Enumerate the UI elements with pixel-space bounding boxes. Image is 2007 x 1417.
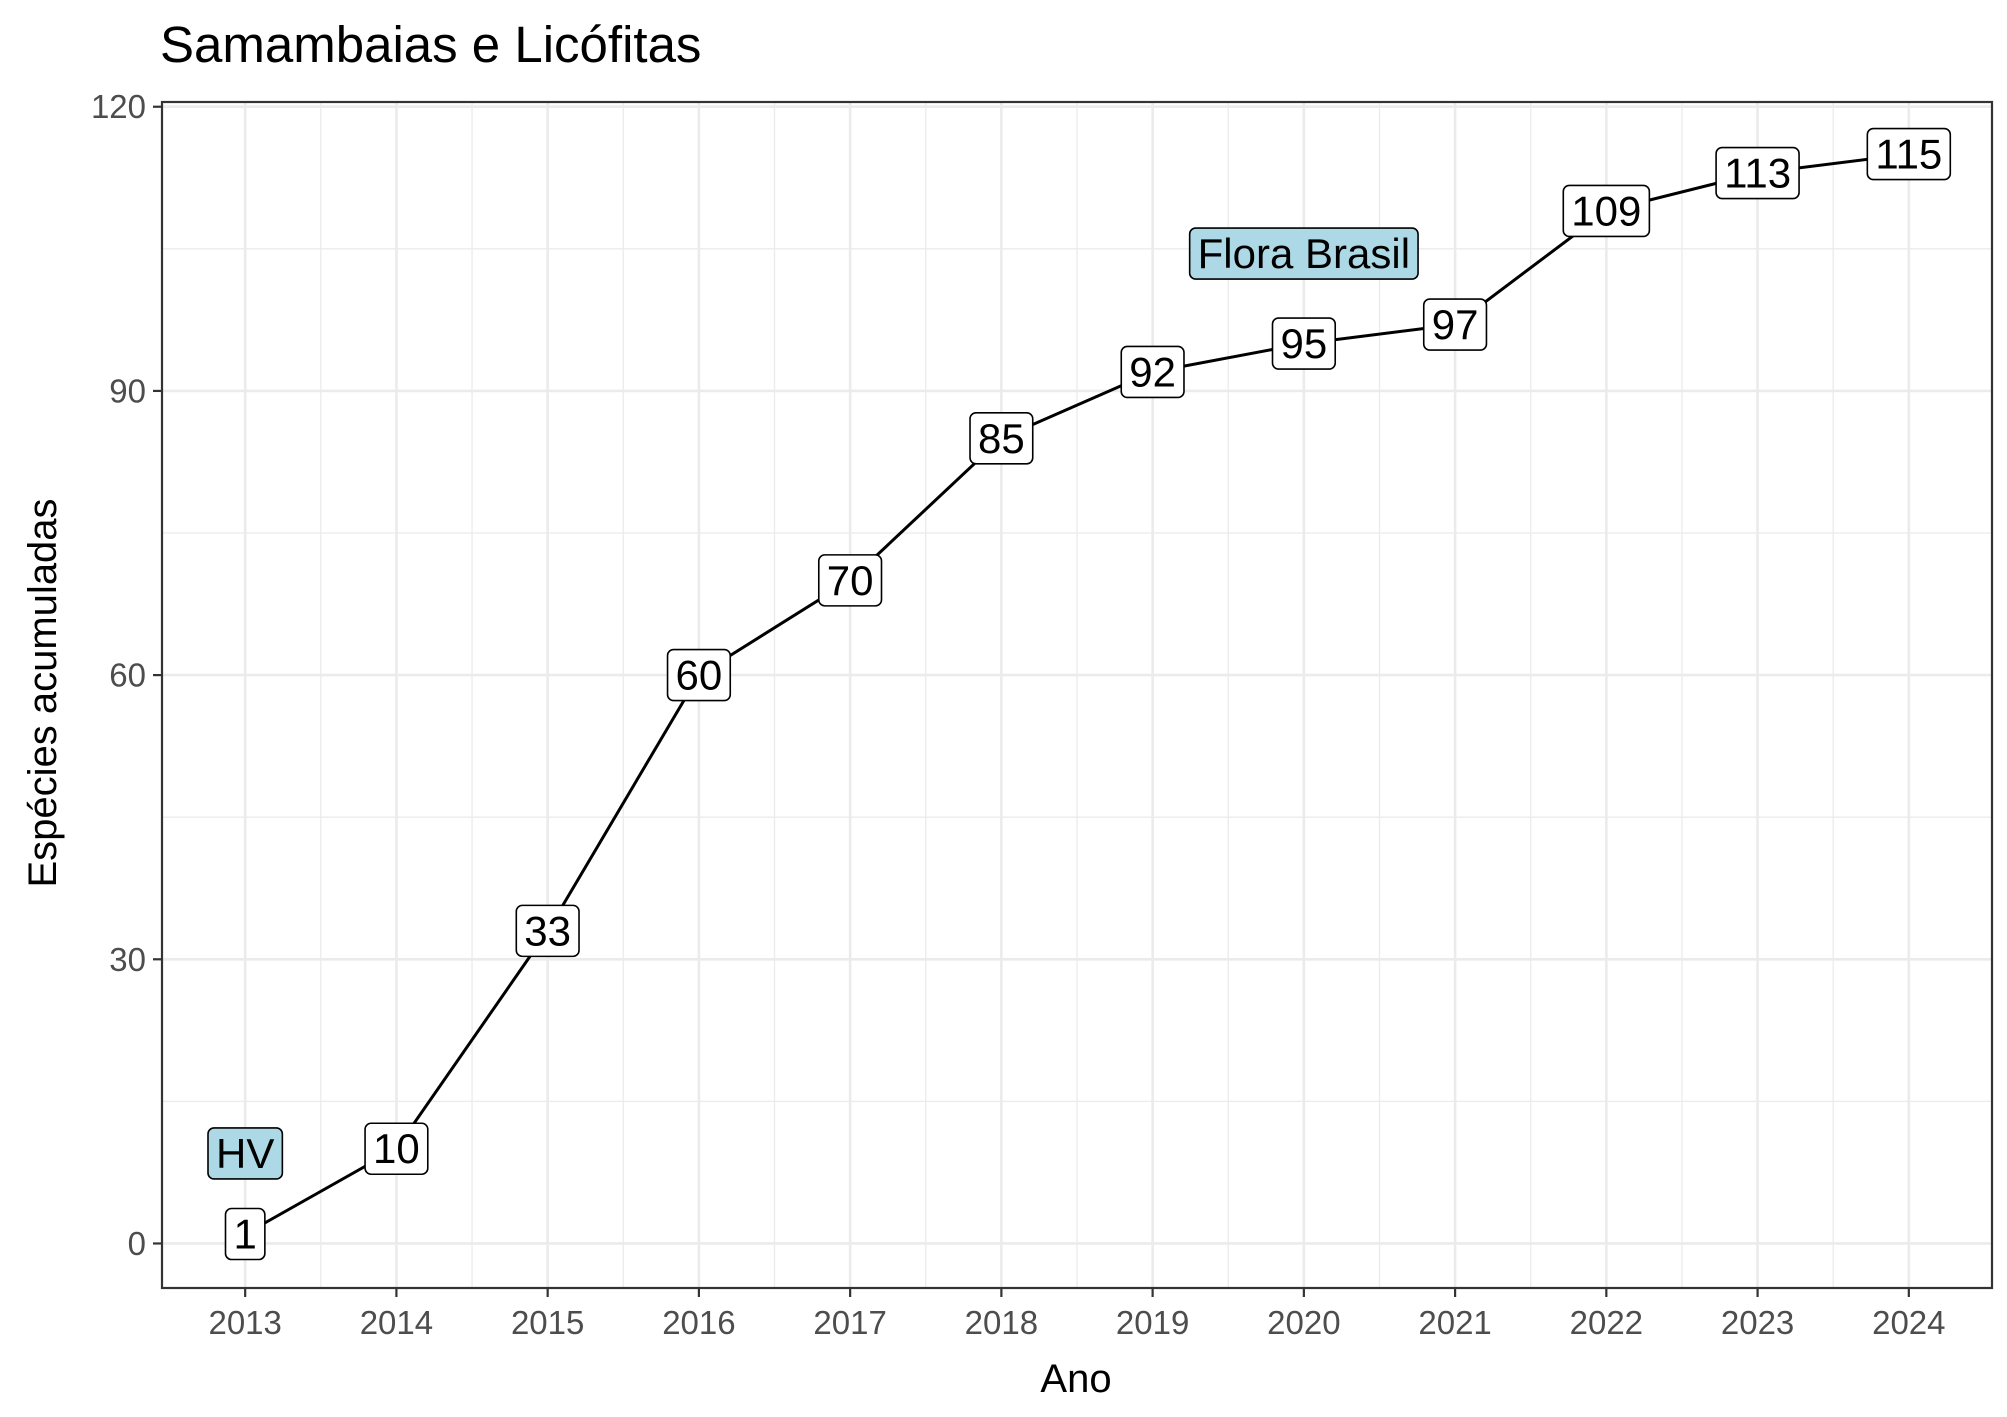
data-label: 109: [1562, 184, 1651, 238]
x-tick-label: 2018: [965, 1304, 1038, 1341]
x-tick-label: 2019: [1116, 1304, 1189, 1341]
data-label-box: [1715, 146, 1800, 200]
data-label-box: [364, 1122, 429, 1176]
annotation-box: [207, 1127, 284, 1180]
data-label-box: [969, 411, 1034, 465]
x-tick-label: 2015: [511, 1304, 584, 1341]
annotation-text: HV: [216, 1130, 274, 1177]
data-label-box: [666, 648, 732, 702]
annotations: HV Flora Brasil: [207, 227, 1419, 1180]
data-label-box: [1120, 345, 1185, 399]
data-label-text: 109: [1571, 187, 1641, 234]
x-axis-title: Ano: [1040, 1357, 1111, 1401]
data-label: 33: [515, 904, 580, 958]
chart-title: Samambaias e Licófitas: [160, 16, 701, 73]
data-label-text: 95: [1281, 320, 1328, 367]
data-label: 95: [1271, 317, 1337, 370]
data-label: 97: [1422, 298, 1488, 351]
data-label-text: 60: [676, 652, 723, 699]
x-tick-label: 2023: [1721, 1304, 1794, 1341]
y-tick-label: 0: [128, 1225, 146, 1262]
data-label-text: 85: [978, 415, 1025, 462]
y-tick-label: 120: [91, 88, 146, 125]
grid: [162, 102, 1992, 1288]
data-label: 70: [817, 554, 883, 607]
data-label-text: 1: [234, 1211, 257, 1258]
data-label-box: [817, 554, 883, 607]
data-label-box: [515, 904, 580, 958]
annotation-box: [1188, 227, 1419, 280]
annotation-label: Flora Brasil: [1188, 227, 1419, 280]
data-label: 10: [364, 1122, 429, 1176]
annotation-label: HV: [207, 1127, 284, 1180]
y-tick-label: 60: [109, 657, 146, 694]
data-labels: 1 10 33 60 70 85 92 95 97 109 113 115: [224, 127, 1952, 1261]
data-label-box: [1866, 127, 1952, 181]
x-tick-label: 2013: [208, 1304, 281, 1341]
x-tick-label: 2014: [360, 1304, 433, 1341]
data-label: 115: [1866, 127, 1952, 181]
data-label-text: 70: [827, 557, 874, 604]
data-label-text: 10: [373, 1125, 420, 1172]
data-label-box: [224, 1207, 266, 1261]
panel-border: [160, 100, 1994, 1290]
data-label-box: [1422, 298, 1488, 351]
data-label: 113: [1715, 146, 1800, 200]
x-tick-label: 2024: [1872, 1304, 1945, 1341]
data-label: 85: [969, 411, 1034, 465]
data-label-text: 113: [1724, 150, 1791, 197]
x-tick-label: 2020: [1267, 1304, 1340, 1341]
x-tick-label: 2022: [1570, 1304, 1643, 1341]
data-label-box: [1562, 184, 1651, 238]
y-axis-title: Espécies acumuladas: [21, 498, 65, 887]
data-label: 92: [1120, 345, 1185, 399]
data-label-text: 97: [1432, 301, 1479, 348]
axes: 2013 2014 2015 2016 2017 2018 2019 2020 2021 2022…: [91, 88, 1994, 1341]
x-tick-label: 2016: [662, 1304, 735, 1341]
x-tick-label: 2021: [1418, 1304, 1491, 1341]
data-label-box: [1271, 317, 1337, 370]
data-label-text: 92: [1129, 348, 1176, 395]
data-label: 60: [666, 648, 732, 702]
data-label-text: 115: [1875, 131, 1942, 178]
data-label: 1: [224, 1207, 266, 1261]
y-tick-label: 30: [109, 941, 146, 978]
data-label-text: 33: [524, 907, 571, 954]
y-tick-label: 90: [109, 372, 146, 409]
annotation-text: Flora Brasil: [1198, 230, 1410, 277]
x-tick-label: 2017: [813, 1304, 886, 1341]
